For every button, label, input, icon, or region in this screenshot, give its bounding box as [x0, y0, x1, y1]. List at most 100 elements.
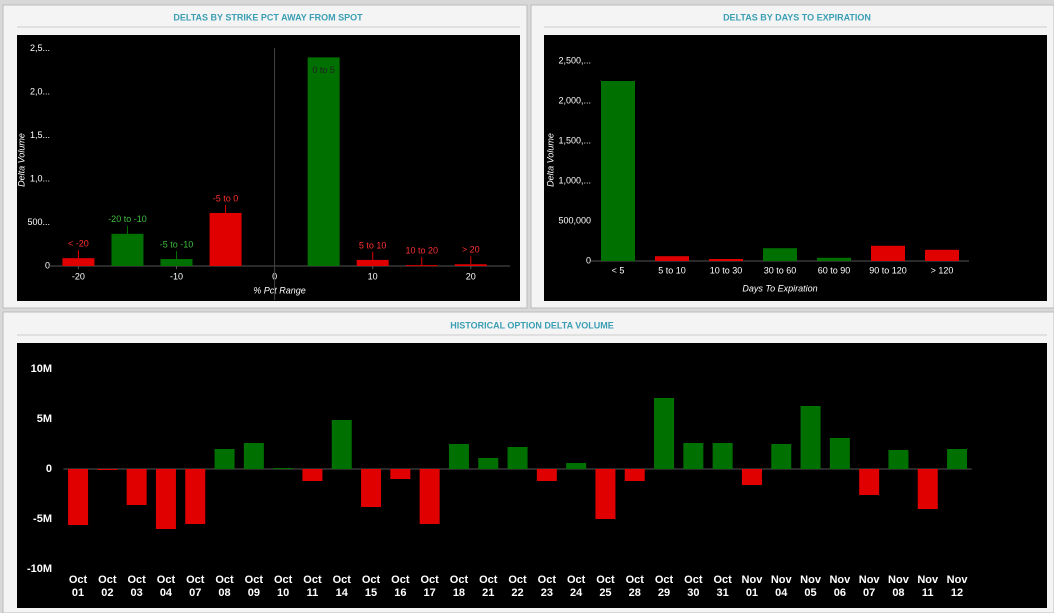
bar — [917, 469, 938, 509]
bar — [624, 469, 645, 481]
bar-label: < -20 — [68, 239, 89, 249]
bar — [829, 438, 850, 469]
bar-label: 10 to 20 — [405, 246, 438, 256]
x-tick-label: 60 to 90 — [818, 265, 851, 275]
y-tick-label: 1,0... — [30, 173, 50, 183]
x-tick-label: Oct 31 — [713, 574, 732, 599]
bar — [478, 458, 499, 469]
x-tick-label: -10 — [170, 271, 183, 281]
x-tick-label: Oct 02 — [98, 574, 117, 599]
plot-bg — [17, 35, 520, 301]
bar — [763, 248, 797, 261]
x-tick-label: Nov 04 — [770, 574, 792, 599]
x-tick-label: Oct 22 — [508, 574, 527, 599]
x-tick-label: Oct 23 — [537, 574, 557, 599]
bar — [536, 469, 557, 481]
x-tick-label: Oct 10 — [273, 574, 293, 599]
bar — [859, 469, 880, 495]
bar — [209, 212, 242, 266]
y-axis-title: Delta Volume — [545, 133, 555, 187]
bar — [448, 444, 469, 469]
y-tick-label: 2,500,... — [558, 55, 591, 65]
bar — [771, 444, 792, 469]
bar — [601, 81, 635, 261]
x-tick-label: 5 to 10 — [658, 265, 686, 275]
x-tick-label: Oct 24 — [566, 574, 586, 599]
x-axis-title: Days To Expiration — [742, 283, 817, 293]
x-tick-label: > 120 — [931, 265, 954, 275]
bar — [361, 469, 382, 507]
bar — [68, 469, 89, 525]
x-tick-label: Oct 18 — [449, 574, 469, 599]
bar-label: -5 to -10 — [160, 239, 194, 249]
bar — [741, 469, 762, 485]
bar — [925, 249, 959, 261]
y-tick-label: 500,000 — [558, 215, 591, 225]
x-tick-label: -20 — [72, 271, 85, 281]
x-tick-label: Nov 07 — [858, 574, 880, 599]
bar — [160, 259, 193, 266]
bar — [947, 449, 968, 469]
y-tick-label: 1,500,... — [558, 135, 591, 145]
y-tick-label: 2,0... — [30, 87, 50, 97]
y-tick-label: 1,000,... — [558, 175, 591, 185]
y-tick-label: 1,5... — [30, 130, 50, 140]
bar-label: > 20 — [462, 245, 480, 255]
x-tick-label: Oct 16 — [391, 574, 410, 599]
y-tick-label: 0 — [46, 463, 52, 475]
x-tick-label: Oct 08 — [215, 574, 234, 599]
y-tick-label: -5M — [33, 513, 52, 525]
y-tick-label: 2,5... — [30, 43, 50, 53]
bar — [454, 264, 487, 266]
x-tick-label: Oct 17 — [420, 574, 439, 599]
x-tick-label: 20 — [466, 271, 476, 281]
x-tick-label: Oct 09 — [244, 574, 264, 599]
y-tick-label: 0 — [586, 255, 591, 265]
x-tick-label: Oct 03 — [127, 574, 146, 599]
bar — [871, 245, 905, 261]
chart-title: DELTAS BY STRIKE PCT AWAY FROM SPOT — [173, 12, 363, 22]
bar-label: 5 to 10 — [359, 240, 387, 250]
bar — [817, 257, 851, 261]
x-tick-label: Nov 11 — [917, 574, 939, 599]
chart-title: DELTAS BY DAYS TO EXPIRATION — [723, 12, 871, 22]
bar — [97, 469, 118, 470]
bar-label: 0 to 5 — [312, 65, 335, 75]
x-tick-label: Oct 14 — [332, 574, 351, 599]
x-tick-label: Oct 29 — [654, 574, 674, 599]
x-tick-label: Oct 04 — [156, 574, 176, 599]
bar — [683, 443, 704, 469]
x-tick-label: Nov 06 — [829, 574, 851, 599]
x-tick-label: 10 to 30 — [710, 265, 743, 275]
x-tick-label: Oct 21 — [479, 574, 498, 599]
x-tick-label: 10 — [368, 271, 378, 281]
bar — [155, 469, 176, 529]
y-tick-label: 500... — [27, 217, 50, 227]
x-tick-label: Nov 12 — [946, 574, 968, 599]
bar — [302, 469, 323, 481]
bar — [405, 265, 438, 267]
y-tick-label: -10M — [27, 563, 52, 575]
bar — [214, 449, 235, 469]
bar — [712, 443, 733, 469]
y-axis-title: Delta Volume — [16, 133, 26, 187]
bar — [62, 258, 95, 266]
x-axis-title: % Pct Range — [253, 285, 306, 295]
x-tick-label: Oct 15 — [361, 574, 381, 599]
bar — [356, 259, 389, 266]
y-tick-label: 0 — [45, 260, 50, 270]
x-tick-label: < 5 — [612, 265, 625, 275]
bar — [709, 259, 743, 261]
bar — [654, 398, 675, 469]
y-tick-label: 10M — [31, 363, 52, 375]
bar — [243, 443, 264, 469]
x-tick-label: 90 to 120 — [869, 265, 907, 275]
bar — [273, 468, 294, 469]
bar — [331, 420, 352, 469]
bar-label: -5 to 0 — [213, 193, 239, 203]
x-tick-label: Oct 30 — [684, 574, 703, 599]
x-tick-label: Nov 01 — [741, 574, 763, 599]
x-tick-label: Oct 11 — [303, 574, 322, 599]
